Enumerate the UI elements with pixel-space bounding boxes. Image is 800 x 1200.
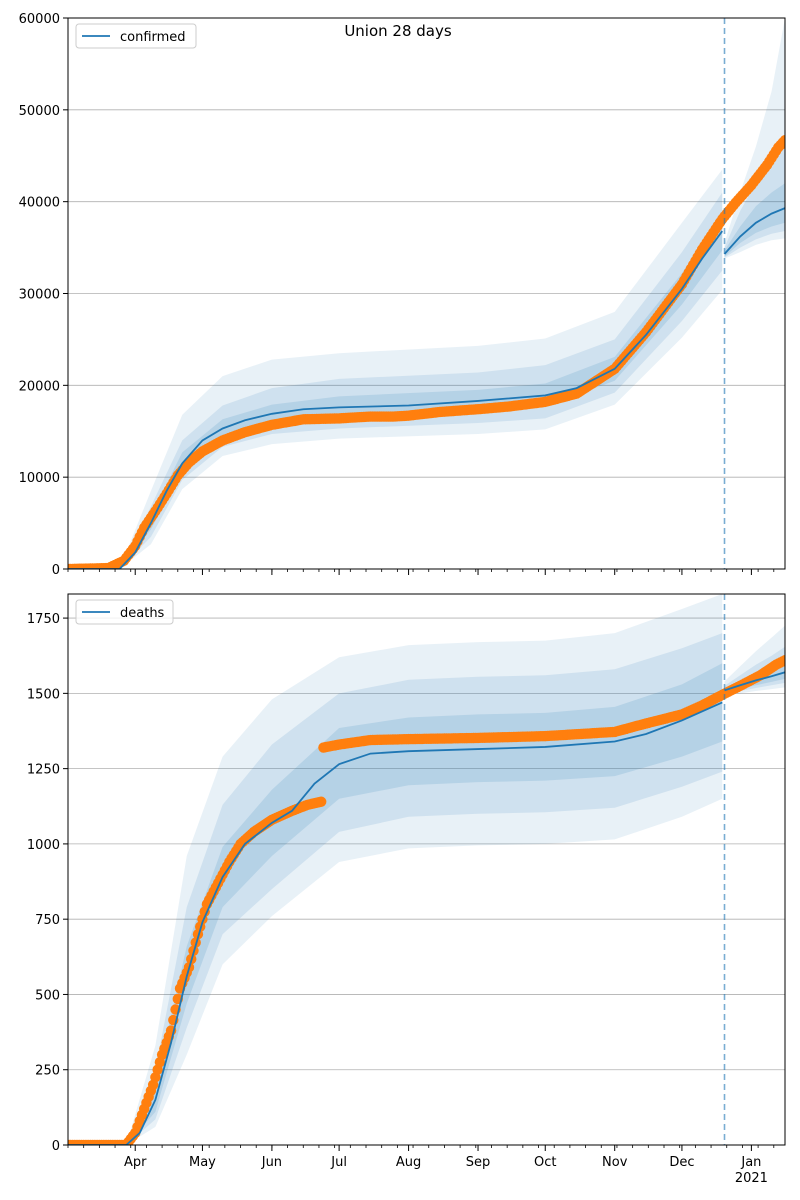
band-outer (68, 169, 723, 569)
y-tick-label: 1000 (27, 838, 60, 853)
y-tick-label: 750 (35, 913, 60, 928)
band-inner (68, 663, 723, 1145)
x-tick-label: Jan (740, 1155, 761, 1170)
observed-series (68, 655, 785, 1145)
legend-label: confirmed (120, 30, 186, 45)
mean-line (68, 701, 723, 1145)
x-year-label: 2021 (735, 1171, 768, 1186)
legend-box (75, 23, 197, 49)
y-tick-label: 500 (35, 988, 60, 1003)
band-middle (68, 633, 723, 1145)
y-tick-label: 10000 (19, 471, 60, 486)
y-tick-label: 30000 (19, 288, 60, 303)
chart-title: Union 28 days (344, 22, 452, 40)
legend-box (75, 599, 174, 625)
x-tick-label: Aug (396, 1155, 421, 1170)
x-tick-label: Jun (261, 1155, 282, 1170)
confirmed-panel: 0 10000 20000 30000 40000 50000 60000 Union 28 … (19, 12, 786, 578)
legend-label: deaths (120, 606, 165, 621)
y-tick-label: 20000 (19, 379, 60, 394)
axes-frame (67, 593, 786, 1146)
deaths-panel: 0 250 500 750 1000 1250 1500 1750 Apr May Jun Jul Au… (27, 593, 786, 1186)
legend: confirmed (75, 23, 197, 49)
x-tick-label: Jul (330, 1155, 347, 1170)
y-tick-label: 1250 (27, 763, 60, 778)
mean-line (723, 207, 785, 255)
y-tick-label: 0 (52, 563, 60, 578)
band-forecast-middle (724, 146, 785, 258)
x-tick-label: May (189, 1155, 216, 1170)
y-tick-label: 250 (35, 1064, 60, 1079)
y-tick-label: 40000 (19, 196, 60, 211)
observed-point (779, 655, 785, 666)
plot-area (68, 18, 785, 569)
y-tick-label: 1500 (27, 687, 60, 702)
observed-point (779, 134, 785, 146)
y-tick-label: 0 (52, 1139, 60, 1154)
legend: deaths (75, 599, 174, 625)
x-tick-label: Sep (466, 1155, 491, 1170)
y-tick-label: 1750 (27, 612, 60, 627)
x-tick-label: Oct (534, 1155, 556, 1170)
x-tick-label: Apr (124, 1155, 147, 1170)
x-tick-label: Nov (602, 1155, 628, 1170)
observed-point (315, 796, 327, 807)
y-tick-label: 50000 (19, 104, 60, 119)
mean-line (68, 230, 723, 569)
mean-line (724, 671, 785, 692)
x-tick-label: Dec (669, 1155, 694, 1170)
y-tick-label: 60000 (19, 12, 60, 27)
band-middle (68, 192, 723, 569)
plot-area (68, 594, 785, 1145)
